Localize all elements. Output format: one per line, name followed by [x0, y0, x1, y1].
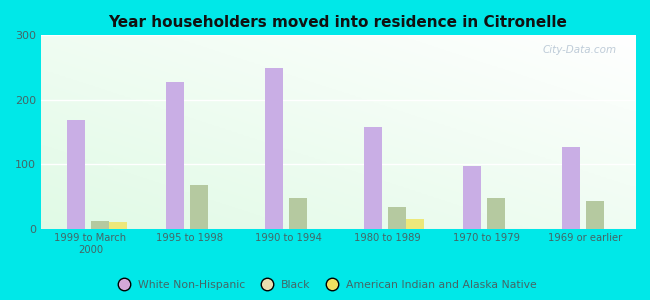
Bar — [289, 198, 307, 229]
Bar — [364, 128, 382, 229]
Text: City-Data.com: City-Data.com — [543, 45, 618, 55]
Legend: White Non-Hispanic, Black, American Indian and Alaska Native: White Non-Hispanic, Black, American Indi… — [109, 276, 541, 295]
Bar — [67, 120, 85, 229]
Bar — [406, 219, 424, 229]
Bar — [109, 222, 127, 229]
Bar — [562, 147, 580, 229]
Bar — [389, 207, 406, 229]
Title: Year householders moved into residence in Citronelle: Year householders moved into residence i… — [109, 15, 567, 30]
Bar — [586, 202, 605, 229]
Bar — [265, 68, 283, 229]
Bar — [190, 185, 208, 229]
Bar — [92, 221, 109, 229]
Bar — [463, 166, 480, 229]
Bar — [166, 82, 183, 229]
Bar — [488, 198, 505, 229]
